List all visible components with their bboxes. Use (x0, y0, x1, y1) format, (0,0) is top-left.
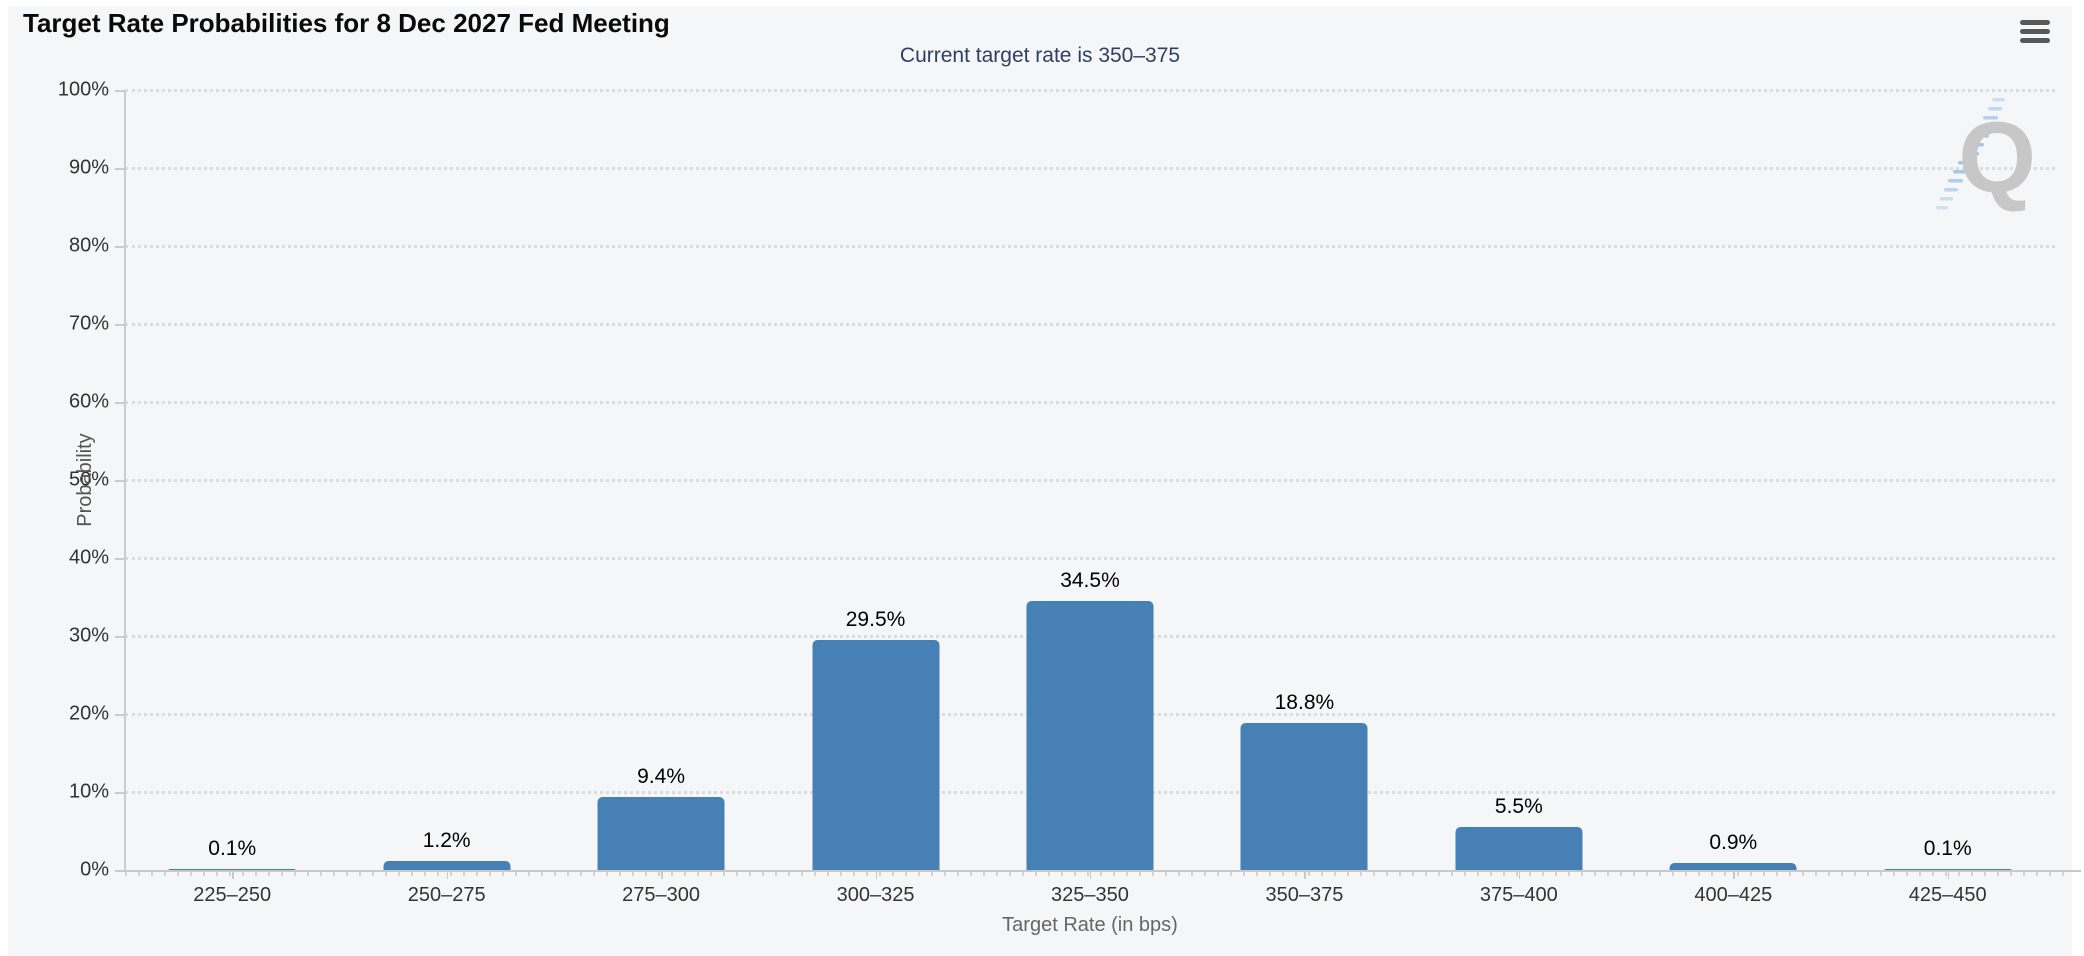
probability-bar[interactable] (1669, 862, 1797, 870)
category-column: 5.5% 375–400 (1412, 90, 1626, 906)
y-axis-label: 0% (80, 858, 109, 881)
x-axis-label: 225–250 (193, 884, 272, 906)
chart-card: Target Rate Probabilities for 8 Dec 2027… (8, 6, 2081, 956)
x-axis-title: Target Rate (in bps) (1002, 914, 1178, 936)
y-axis-label: 30% (68, 624, 109, 647)
y-axis-tick (115, 558, 125, 560)
x-axis-label: 300–325 (836, 884, 915, 906)
gridline (125, 557, 2055, 560)
x-axis-label: 375–400 (1479, 884, 1558, 906)
hamburger-menu-icon (2020, 38, 2050, 43)
bar-value-label: 29.5% (845, 607, 906, 631)
probability-bar[interactable] (812, 639, 940, 870)
plot-area: 0% 10% 20% 30% 40% 50% 60% 70% 80% 90% 100% Probab… (58, 79, 2081, 936)
x-axis-label: 350–375 (1265, 884, 1344, 906)
chart-subtitle: Current target rate is 350–375 (899, 44, 1181, 67)
y-axis-tick (115, 714, 125, 716)
y-axis-tick (115, 90, 125, 92)
bar-value-label: 0.9% (1709, 830, 1758, 854)
gridline (125, 323, 2055, 326)
x-axis-line (119, 870, 2081, 872)
gridline (125, 401, 2055, 404)
gridline (125, 89, 2055, 92)
y-axis-tick (115, 480, 125, 482)
category-column: 1.2% 250–275 (339, 90, 553, 906)
x-axis-label: 250–275 (407, 884, 486, 906)
probability-bar[interactable] (1884, 869, 2012, 870)
y-axis-label: 60% (68, 390, 109, 413)
y-axis-label: 100% (57, 78, 109, 101)
bar-columns: 0.1% 225–250 1.2% 250–275 9.4% 275–300 29.5% 30… (125, 90, 2055, 906)
x-axis-label: 425–450 (1908, 884, 1987, 906)
gridline (125, 245, 2055, 248)
bar-value-label: 1.2% (422, 828, 471, 852)
bar-value-label: 34.5% (1060, 568, 1120, 592)
x-axis-label: 275–300 (622, 884, 701, 906)
probability-bar[interactable] (1455, 827, 1583, 870)
probability-bar[interactable] (1026, 600, 1154, 870)
y-axis-tick (115, 168, 125, 170)
gridline (125, 479, 2055, 482)
y-axis-label: 50% (68, 468, 109, 491)
hamburger-menu-icon (2020, 20, 2050, 25)
category-column: 0.1% 425–450 (1841, 90, 2055, 906)
hamburger-menu-icon (2020, 29, 2050, 34)
chart-context-menu-button[interactable] (2020, 20, 2050, 43)
category-column: 0.1% 225–250 (125, 90, 339, 906)
y-axis-title: Probability (74, 433, 97, 527)
y-axis-tick (115, 324, 125, 326)
category-column: 29.5% 300–325 (768, 90, 982, 906)
probability-bar[interactable] (383, 860, 511, 870)
gridline (125, 167, 2055, 170)
bar-value-label: 5.5% (1494, 795, 1543, 819)
y-axis-tick (115, 246, 125, 248)
bar-value-label: 18.8% (1274, 691, 1335, 715)
bar-value-label: 0.1% (208, 837, 257, 861)
chart-title: Target Rate Probabilities for 8 Dec 2027… (23, 8, 670, 38)
y-axis-tick (115, 792, 125, 794)
category-column: 34.5% 325–350 (983, 90, 1197, 906)
y-axis-label: 20% (68, 702, 109, 725)
y-axis-label: 70% (68, 312, 109, 335)
category-column: 9.4% 275–300 (554, 90, 768, 906)
probability-bar[interactable] (1240, 723, 1368, 870)
x-axis-minor-ticks (125, 871, 2075, 876)
x-axis-label: 325–350 (1051, 884, 1129, 906)
y-axis-label: 40% (68, 546, 109, 569)
y-axis-label: 80% (68, 234, 109, 257)
y-axis-label: 90% (68, 156, 109, 179)
bar-value-label: 0.1% (1923, 837, 1972, 861)
probability-bar[interactable] (597, 796, 725, 870)
probability-bar[interactable] (168, 869, 296, 870)
y-axis-tick (115, 402, 125, 404)
x-axis-label: 400–425 (1694, 884, 1773, 906)
category-column: 0.9% 400–425 (1626, 90, 1840, 906)
y-axis-tick (115, 636, 125, 638)
y-axis-label: 10% (68, 780, 109, 803)
bar-value-label: 9.4% (637, 764, 686, 788)
category-column: 18.8% 350–375 (1197, 90, 1411, 906)
